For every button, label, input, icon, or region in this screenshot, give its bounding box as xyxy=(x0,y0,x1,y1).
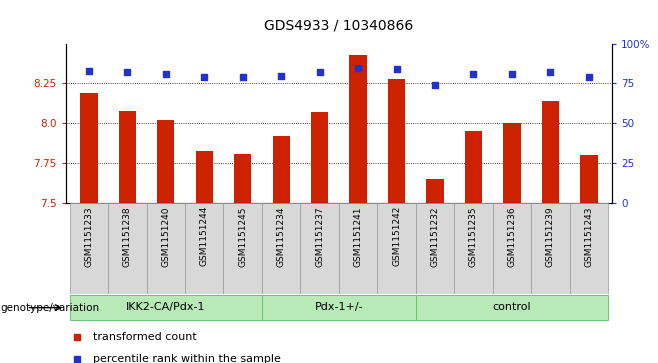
Bar xyxy=(580,155,597,203)
Text: GDS4933 / 10340866: GDS4933 / 10340866 xyxy=(265,18,413,32)
Point xyxy=(584,74,594,80)
Bar xyxy=(80,93,97,203)
Bar xyxy=(503,123,520,203)
Point xyxy=(238,74,248,80)
Bar xyxy=(416,203,454,294)
Point xyxy=(353,65,363,70)
Point xyxy=(430,82,440,88)
Bar xyxy=(301,203,339,294)
Bar xyxy=(349,55,367,203)
Text: GSM1151242: GSM1151242 xyxy=(392,206,401,266)
Bar xyxy=(272,136,290,203)
Text: GSM1151240: GSM1151240 xyxy=(161,206,170,266)
Bar xyxy=(224,203,262,294)
Bar xyxy=(108,203,147,294)
Bar xyxy=(70,295,262,320)
Point xyxy=(122,69,133,75)
Point xyxy=(199,74,209,80)
Bar xyxy=(234,154,251,203)
Bar xyxy=(147,203,185,294)
Point xyxy=(392,66,402,72)
Bar xyxy=(311,112,328,203)
Bar xyxy=(465,131,482,203)
Text: GSM1151238: GSM1151238 xyxy=(123,206,132,267)
Bar xyxy=(570,203,608,294)
Text: GSM1151245: GSM1151245 xyxy=(238,206,247,266)
Bar xyxy=(493,203,531,294)
Text: GSM1151236: GSM1151236 xyxy=(507,206,517,267)
Text: GSM1151243: GSM1151243 xyxy=(584,206,594,266)
Bar xyxy=(542,101,559,203)
Text: GSM1151239: GSM1151239 xyxy=(546,206,555,267)
Text: GSM1151232: GSM1151232 xyxy=(430,206,440,266)
Point xyxy=(315,69,325,75)
Point xyxy=(84,68,94,74)
Text: percentile rank within the sample: percentile rank within the sample xyxy=(93,354,281,363)
Bar xyxy=(531,203,570,294)
Point xyxy=(276,73,286,78)
Bar xyxy=(118,111,136,203)
Bar xyxy=(157,120,174,203)
Text: GSM1151237: GSM1151237 xyxy=(315,206,324,267)
Text: GSM1151234: GSM1151234 xyxy=(276,206,286,266)
Text: GSM1151233: GSM1151233 xyxy=(84,206,93,267)
Text: transformed count: transformed count xyxy=(93,332,197,342)
Bar xyxy=(388,79,405,203)
Point xyxy=(507,71,517,77)
Text: GSM1151235: GSM1151235 xyxy=(469,206,478,267)
Text: IKK2-CA/Pdx-1: IKK2-CA/Pdx-1 xyxy=(126,302,205,312)
Text: Pdx-1+/-: Pdx-1+/- xyxy=(315,302,363,312)
Text: control: control xyxy=(493,302,531,312)
Point xyxy=(545,69,555,75)
Bar xyxy=(426,179,443,203)
Text: genotype/variation: genotype/variation xyxy=(1,303,100,313)
Bar xyxy=(70,203,108,294)
Bar xyxy=(262,203,301,294)
Bar xyxy=(262,295,416,320)
Point xyxy=(72,356,82,362)
Bar xyxy=(195,151,213,203)
Text: GSM1151244: GSM1151244 xyxy=(200,206,209,266)
Point xyxy=(468,71,479,77)
Bar xyxy=(454,203,493,294)
Point xyxy=(161,71,171,77)
Text: GSM1151241: GSM1151241 xyxy=(353,206,363,266)
Bar xyxy=(377,203,416,294)
Bar xyxy=(339,203,377,294)
Bar xyxy=(416,295,608,320)
Bar xyxy=(185,203,224,294)
Point xyxy=(72,334,82,340)
